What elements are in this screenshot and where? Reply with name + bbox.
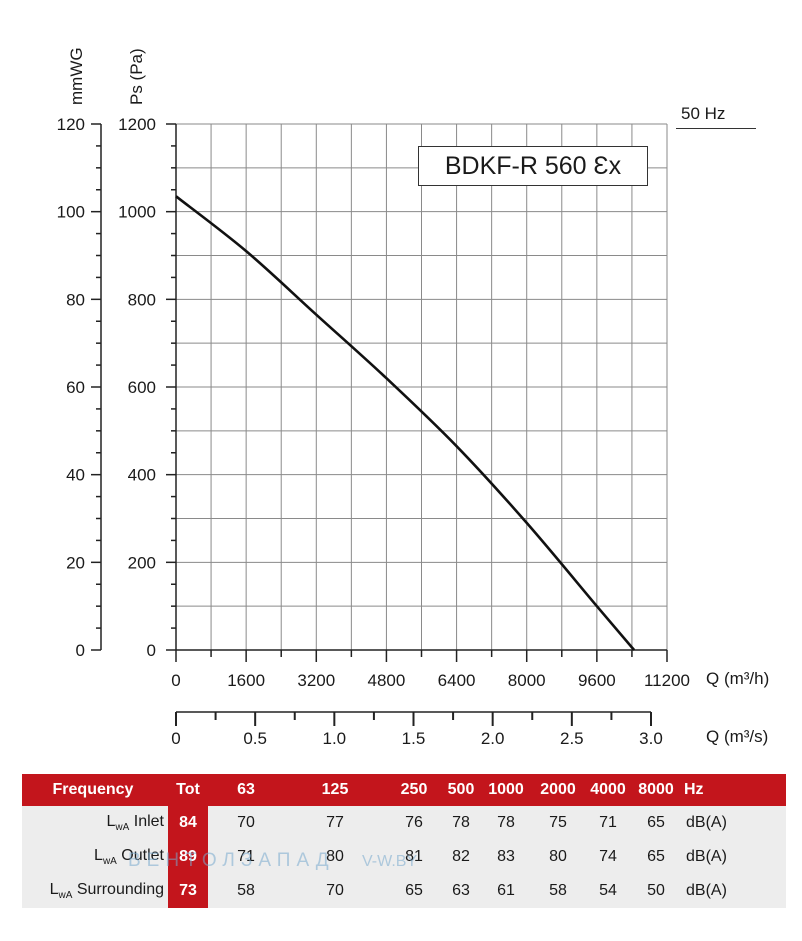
table-cell: 65 (632, 806, 680, 840)
tot-value: 84 (168, 806, 208, 840)
flow-m3h-axis-title: Q (m³/h) (706, 669, 770, 688)
mmwg-tick-label: 80 (66, 290, 85, 309)
table-cell: 75 (532, 806, 584, 840)
unit-cell: dB(A) (680, 806, 786, 840)
header-1000: 1000 (480, 774, 532, 806)
watermark-url: V-W.BY (362, 853, 418, 870)
unit-cell: dB(A) (680, 840, 786, 874)
x-tick-label: 6400 (438, 671, 476, 690)
table-cell: 83 (480, 840, 532, 874)
m3s-tick-label: 0.5 (243, 729, 267, 748)
table-cell: 71 (208, 840, 284, 874)
frequency-label: 50 Hz (681, 104, 726, 123)
header-125: 125 (284, 774, 386, 806)
table-cell: 58 (532, 874, 584, 908)
m3s-tick-label: 1.5 (402, 729, 426, 748)
m3s-tick-label: 2.0 (481, 729, 505, 748)
mmwg-tick-label: 100 (57, 203, 85, 222)
table-cell: 70 (208, 806, 284, 840)
header-500: 500 (442, 774, 480, 806)
x-tick-label: 0 (171, 671, 180, 690)
header-250: 250 (386, 774, 442, 806)
table-cell: 80 (532, 840, 584, 874)
y-tick-label: 1200 (118, 115, 156, 134)
table-cell: 71 (584, 806, 632, 840)
row-label-surrounding: LwA Surrounding (22, 874, 168, 908)
tot-value: 73 (168, 874, 208, 908)
table-header-row: Frequency Tot 63 125 250 500 1000 2000 4… (22, 774, 786, 806)
table-row: LwA Inlet 84 70 77 76 78 78 75 71 65 dB(… (22, 806, 786, 840)
header-tot: Tot (168, 774, 208, 806)
model-title-box: BDKF-R 560 Ɛx (418, 146, 648, 186)
m3s-tick-label: 3.0 (639, 729, 663, 748)
mmwg-tick-label: 120 (57, 115, 85, 134)
table-cell: 77 (284, 806, 386, 840)
pressure-axis-title: Ps (Pa) (127, 48, 146, 105)
m3s-tick-label: 1.0 (323, 729, 347, 748)
header-4000: 4000 (584, 774, 632, 806)
x-tick-label: 11200 (644, 671, 690, 690)
table-cell: 65 (386, 874, 442, 908)
table-cell: 58 (208, 874, 284, 908)
table-cell: 76 (386, 806, 442, 840)
table-cell: 54 (584, 874, 632, 908)
table-cell: 50 (632, 874, 680, 908)
y-tick-label: 400 (128, 466, 156, 485)
fan-performance-curve (175, 195, 636, 651)
table-cell: 82 (442, 840, 480, 874)
x-tick-label: 4800 (368, 671, 406, 690)
x-tick-label: 9600 (578, 671, 616, 690)
header-frequency: Frequency (22, 774, 168, 806)
m3s-tick-label: 0 (171, 729, 180, 748)
table-row: LwA Outlet 89 71 80 81 82 83 80 74 65 dB… (22, 840, 786, 874)
table-cell: 78 (442, 806, 480, 840)
row-label-outlet: LwA Outlet (22, 840, 168, 874)
table-cell: 65 (632, 840, 680, 874)
watermark-brand: ВЕНТОЛЗАПАД (128, 850, 335, 871)
m3s-tick-label: 2.5 (560, 729, 584, 748)
unit-cell: dB(A) (680, 874, 786, 908)
tot-value: 89 (168, 840, 208, 874)
sound-power-table: Frequency Tot 63 125 250 500 1000 2000 4… (22, 774, 786, 908)
mmwg-axis-title: mmWG (67, 47, 86, 105)
y-tick-label: 1000 (118, 203, 156, 222)
row-label-inlet: LwA Inlet (22, 806, 168, 840)
y-tick-label: 600 (128, 378, 156, 397)
table-cell: 81 (386, 840, 442, 874)
header-8000: 8000 (632, 774, 680, 806)
table-cell: 61 (480, 874, 532, 908)
table-row: LwA Surrounding 73 58 70 65 63 61 58 54 … (22, 874, 786, 908)
mmwg-tick-label: 20 (66, 553, 85, 572)
x-tick-label: 3200 (297, 671, 335, 690)
table-cell: 80 (284, 840, 386, 874)
table-cell: 63 (442, 874, 480, 908)
table-cell: 78 (480, 806, 532, 840)
table-cell: 70 (284, 874, 386, 908)
frequency-underline (676, 128, 756, 129)
x-tick-label: 1600 (227, 671, 265, 690)
header-hz: Hz (680, 774, 786, 806)
x-tick-label: 8000 (508, 671, 546, 690)
mmwg-tick-label: 0 (76, 641, 85, 660)
y-tick-label: 800 (128, 290, 156, 309)
header-63: 63 (208, 774, 284, 806)
table-cell: 74 (584, 840, 632, 874)
header-2000: 2000 (532, 774, 584, 806)
mmwg-tick-label: 60 (66, 378, 85, 397)
y-tick-label: 200 (128, 553, 156, 572)
flow-m3s-axis-title: Q (m³/s) (706, 727, 769, 746)
y-tick-label: 0 (147, 641, 156, 660)
mmwg-tick-label: 40 (66, 466, 85, 485)
